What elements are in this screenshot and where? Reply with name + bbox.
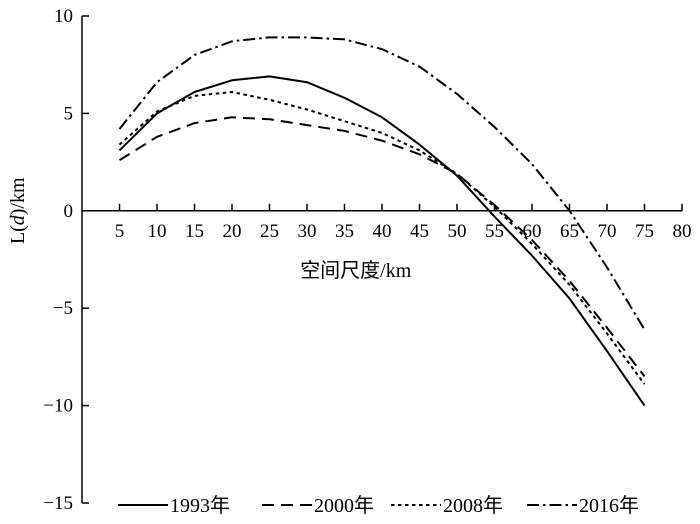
- x-tick-label: 35: [335, 221, 354, 242]
- y-tick-label: 10: [54, 6, 73, 27]
- x-axis-title: 空间尺度/km: [300, 259, 412, 282]
- y-axis-title-suffix: )/km: [7, 177, 29, 215]
- legend-label-1: 1993年: [170, 494, 230, 517]
- series-lines: [118, 36, 646, 407]
- legend-label-4: 2016年: [579, 494, 639, 517]
- x-tick-label: 70: [598, 221, 617, 242]
- y-tick-label: −10: [43, 396, 73, 417]
- x-tick-label: 65: [560, 221, 579, 242]
- y-tick-label: 5: [64, 103, 74, 124]
- x-tick-label: 45: [410, 221, 429, 242]
- x-tick-label: 10: [148, 221, 167, 242]
- y-tick-label: 0: [64, 201, 74, 222]
- x-tick-label: 30: [298, 221, 317, 242]
- y-axis-title-prefix: L(: [7, 225, 29, 244]
- x-tick-label: 75: [635, 221, 654, 242]
- x-tick-label: 50: [448, 221, 467, 242]
- y-ticks: −15 −10 −5 0 5 10: [43, 6, 89, 514]
- series-line-4: [118, 36, 646, 331]
- legend-label-2: 2000年: [314, 494, 374, 517]
- x-tick-label: 5: [115, 221, 125, 242]
- legend-label-3: 2008年: [443, 494, 503, 517]
- x-ticks: 5 10 15 20 25 30 35 40 45 50 55 60 65 70 75 80: [115, 203, 692, 242]
- y-axis-title: L(d)/km: [7, 177, 29, 244]
- y-axis-title-variable: d: [7, 214, 29, 225]
- legend: 1993年 2000年 2008年 2016年: [118, 494, 639, 517]
- x-tick-label: 80: [673, 221, 692, 242]
- x-tick-label: 20: [223, 221, 242, 242]
- x-tick-label: 55: [485, 221, 504, 242]
- x-tick-label: 60: [523, 221, 542, 242]
- y-tick-label: −15: [43, 493, 73, 514]
- series-line-2: [118, 116, 646, 378]
- x-tick-label: 25: [260, 221, 279, 242]
- x-tick-label: 40: [373, 221, 392, 242]
- series-line-1: [118, 75, 646, 407]
- y-tick-label: −5: [53, 298, 73, 319]
- x-tick-label: 15: [185, 221, 204, 242]
